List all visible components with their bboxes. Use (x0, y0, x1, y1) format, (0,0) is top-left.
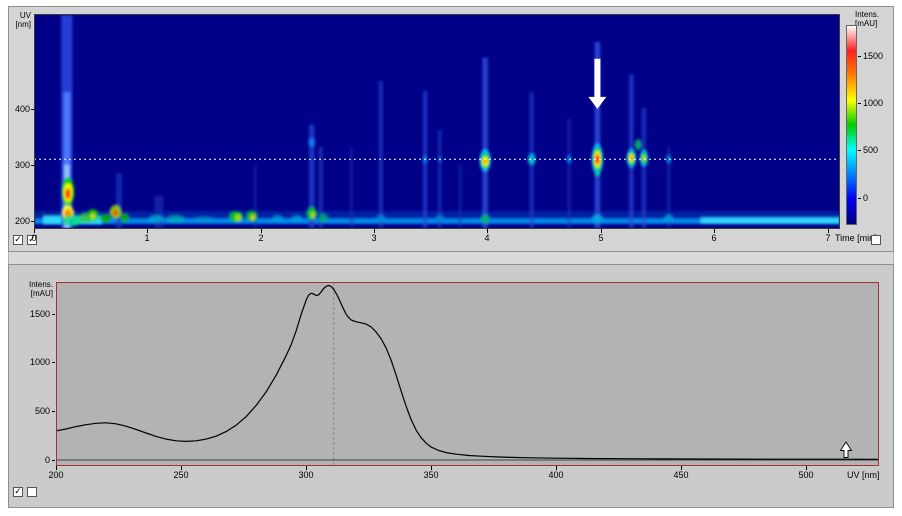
spectrum-x-tick-label: 400 (548, 470, 564, 480)
signal-checkbox-1[interactable]: ✓ (13, 235, 23, 245)
spectrum-y-tick-label: 1500 (29, 309, 50, 319)
checkmark-icon: ✓ (28, 234, 36, 244)
checkmark-icon: ✓ (14, 486, 22, 496)
heatmap-x-tick-mark (487, 229, 488, 233)
spectrum-y-tick-label: 0 (44, 455, 50, 465)
heatmap-x-tick-label: 5 (598, 233, 604, 243)
heatmap-x-tick-label: 4 (484, 233, 490, 243)
spectrum-checkbox-2[interactable] (27, 487, 37, 497)
spectrum-x-tick-label: 300 (298, 470, 314, 480)
spectrum-x-tick-mark (556, 466, 557, 470)
heatmap-x-axis-title: Time [min] (835, 233, 877, 243)
colorbar-tick-label: 1500 (863, 51, 884, 61)
spectrum-x-tick-label: 500 (798, 470, 814, 480)
checkmark-icon: ✓ (14, 234, 22, 244)
colorbar-tick-mark (858, 56, 861, 57)
spectrum-y-tick-mark (52, 460, 55, 461)
colorbar-title-line1: Intens. (855, 10, 880, 19)
spectrum-x-tick-mark (56, 466, 57, 470)
spectrum-y-tick-mark (52, 411, 55, 412)
y-axis-title-line1: UV (19, 11, 31, 20)
colorbar-tick-mark (858, 198, 861, 199)
intensity-colorbar (846, 25, 857, 225)
colorbar-tick-mark (858, 150, 861, 151)
spectrum-y-axis-title: Intens. [mAU] (15, 280, 53, 298)
y-axis-title-line2: [mAU] (30, 289, 53, 298)
spectrum-x-tick-mark (306, 466, 307, 470)
heatmap-x-tick-label: 2 (258, 233, 264, 243)
colorbar-tick-label: 1000 (863, 98, 884, 108)
spectrum-checkbox-1[interactable]: ✓ (13, 487, 23, 497)
heatmap-y-tick-label: 200 (14, 215, 30, 226)
panel-splitter[interactable] (8, 252, 894, 264)
spectrum-x-tick-label: 350 (423, 470, 439, 480)
heatmap-x-tick-mark (714, 229, 715, 233)
heatmap-x-tick-mark (828, 229, 829, 233)
heatmap-y-axis-title: UV [nm] (9, 11, 31, 29)
colorbar-tick-mark (858, 103, 861, 104)
heatmap-y-tick-mark (31, 220, 34, 222)
colorbar-title: Intens. [mAU] (855, 10, 893, 28)
heatmap-plot[interactable] (34, 14, 840, 229)
spectrum-y-tick-label: 1000 (29, 357, 50, 367)
heatmap-y-tick-label: 400 (14, 103, 30, 114)
heatmap-x-tick-label: 7 (825, 233, 831, 243)
spectrum-plot[interactable] (56, 282, 879, 466)
heatmap-x-tick-label: 0 (31, 233, 37, 243)
y-axis-title-line2: [nm] (15, 20, 31, 29)
colorbar-tick-label: 0 (863, 193, 869, 203)
heatmap-x-tick-label: 3 (371, 233, 377, 243)
heatmap-y-tick-label: 300 (14, 159, 30, 170)
heatmap-x-tick-label: 1 (144, 233, 150, 243)
heatmap-x-tick-mark (147, 229, 148, 233)
spectrum-x-tick-label: 450 (673, 470, 689, 480)
heatmap-y-tick-mark (31, 108, 34, 110)
heatmap-x-tick-label: 6 (711, 233, 717, 243)
y-axis-title-line1: Intens. (28, 280, 53, 289)
spectrum-x-tick-label: 200 (48, 470, 64, 480)
spectrum-y-tick-mark (52, 314, 55, 315)
spectrum-y-tick-label: 500 (34, 406, 50, 416)
spectrum-x-tick-mark (431, 466, 432, 470)
heatmap-x-tick-mark (261, 229, 262, 233)
colorbar-tick-label: 500 (863, 145, 879, 155)
heatmap-x-tick-mark (34, 229, 35, 233)
signal-checkbox-3[interactable] (871, 235, 881, 245)
contour-plot-panel: UV [nm] Time [min] Intens. [mAU] ✓ ✓ 200… (8, 6, 894, 252)
spectrum-x-tick-mark (806, 466, 807, 470)
mouse-cursor-icon (839, 441, 853, 458)
heatmap-x-tick-mark (374, 229, 375, 233)
spectrum-x-tick-mark (681, 466, 682, 470)
colorbar-title-line2: [mAU] (855, 19, 878, 28)
signal-checkbox-2[interactable]: ✓ (27, 235, 37, 245)
spectrum-x-tick-mark (181, 466, 182, 470)
spectrum-y-tick-mark (52, 362, 55, 363)
spectrum-panel: Intens. [mAU] UV [nm] ✓ 0 500 1000 1500 200 2… (8, 264, 894, 508)
heatmap-x-tick-mark (601, 229, 602, 233)
heatmap-y-tick-mark (31, 164, 34, 166)
spectrum-x-tick-label: 250 (173, 470, 189, 480)
spectrum-x-axis-title: UV [nm] (847, 470, 880, 480)
